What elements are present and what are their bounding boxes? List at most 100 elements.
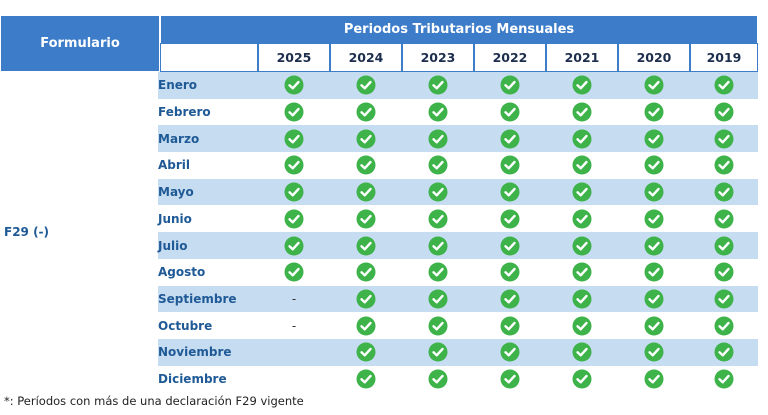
check-icon xyxy=(618,366,690,393)
check-icon xyxy=(402,312,474,339)
check-icon xyxy=(330,72,402,99)
cell-text: - xyxy=(291,291,297,306)
check-icon xyxy=(402,286,474,313)
check-icon xyxy=(618,232,690,259)
check-icon xyxy=(546,72,618,99)
check-icon xyxy=(258,206,330,233)
check-icon xyxy=(618,125,690,152)
check-icon xyxy=(402,232,474,259)
check-icon xyxy=(618,206,690,233)
check-icon xyxy=(546,259,618,286)
year-cell: 2022 xyxy=(474,43,546,72)
check-icon xyxy=(258,152,330,179)
year-cell: 2020 xyxy=(618,43,690,72)
year-cell: 2023 xyxy=(402,43,474,72)
header-cell: Formulario xyxy=(0,15,160,72)
check-icon xyxy=(690,232,758,259)
check-icon xyxy=(330,259,402,286)
month-cell: Agosto xyxy=(158,265,206,280)
check-icon xyxy=(618,259,690,286)
check-icon xyxy=(474,312,546,339)
year-cell: 2025 xyxy=(258,43,330,72)
check-icon xyxy=(546,206,618,233)
check-icon xyxy=(474,99,546,126)
check-icon xyxy=(546,152,618,179)
check-icon xyxy=(618,312,690,339)
month-cell: Noviembre xyxy=(158,345,232,360)
check-icon xyxy=(546,366,618,393)
check-icon xyxy=(474,259,546,286)
check-icon xyxy=(546,286,618,313)
check-icon xyxy=(690,72,758,99)
check-icon xyxy=(690,179,758,206)
check-icon xyxy=(258,259,330,286)
month-cell: Julio xyxy=(158,238,188,253)
check-icon xyxy=(330,286,402,313)
month-cell: Enero xyxy=(158,78,198,93)
month-cell: Febrero xyxy=(158,105,211,120)
check-icon xyxy=(330,312,402,339)
check-icon xyxy=(546,339,618,366)
check-icon xyxy=(402,366,474,393)
check-icon xyxy=(474,206,546,233)
year-cell: 2024 xyxy=(330,43,402,72)
check-icon xyxy=(330,206,402,233)
check-icon xyxy=(474,152,546,179)
check-icon xyxy=(258,179,330,206)
check-icon xyxy=(258,99,330,126)
check-icon xyxy=(690,312,758,339)
check-icon xyxy=(690,206,758,233)
month-cell: Septiembre xyxy=(158,291,237,306)
check-icon xyxy=(690,286,758,313)
check-icon xyxy=(618,72,690,99)
check-icon xyxy=(402,179,474,206)
check-icon xyxy=(330,339,402,366)
month-cell: Marzo xyxy=(158,131,200,146)
check-icon xyxy=(474,286,546,313)
month-cell: Octubre xyxy=(158,318,213,333)
check-icon xyxy=(618,339,690,366)
month-cell: Diciembre xyxy=(158,372,227,387)
check-icon xyxy=(474,179,546,206)
check-icon xyxy=(546,232,618,259)
check-icon xyxy=(402,152,474,179)
year-cell: 2019 xyxy=(690,43,758,72)
check-icon xyxy=(690,125,758,152)
check-icon xyxy=(258,232,330,259)
check-icon xyxy=(474,339,546,366)
year-cell: 2021 xyxy=(546,43,618,72)
check-icon xyxy=(402,339,474,366)
check-icon xyxy=(546,179,618,206)
check-icon xyxy=(402,72,474,99)
check-icon xyxy=(402,99,474,126)
check-icon xyxy=(330,232,402,259)
check-icon xyxy=(402,125,474,152)
check-icon xyxy=(690,366,758,393)
check-icon xyxy=(690,99,758,126)
year-cell xyxy=(160,43,258,72)
check-icon xyxy=(402,206,474,233)
form-cell: F29 (-) xyxy=(4,225,50,240)
check-icon xyxy=(258,125,330,152)
check-icon xyxy=(690,259,758,286)
cell-text: - xyxy=(291,318,297,333)
check-icon xyxy=(618,99,690,126)
check-icon xyxy=(474,125,546,152)
check-icon xyxy=(618,152,690,179)
month-cell: Mayo xyxy=(158,185,194,200)
check-icon xyxy=(546,312,618,339)
footnote: *: Períodos con más de una declaración F… xyxy=(4,394,304,408)
check-icon xyxy=(330,366,402,393)
check-icon xyxy=(330,99,402,126)
check-icon xyxy=(474,72,546,99)
check-icon xyxy=(474,232,546,259)
check-icon xyxy=(546,99,618,126)
header-cell: Periodos Tributarios Mensuales xyxy=(160,15,758,44)
check-icon xyxy=(330,125,402,152)
check-icon xyxy=(690,152,758,179)
check-icon xyxy=(258,72,330,99)
check-icon xyxy=(618,179,690,206)
check-icon xyxy=(330,152,402,179)
check-icon xyxy=(546,125,618,152)
